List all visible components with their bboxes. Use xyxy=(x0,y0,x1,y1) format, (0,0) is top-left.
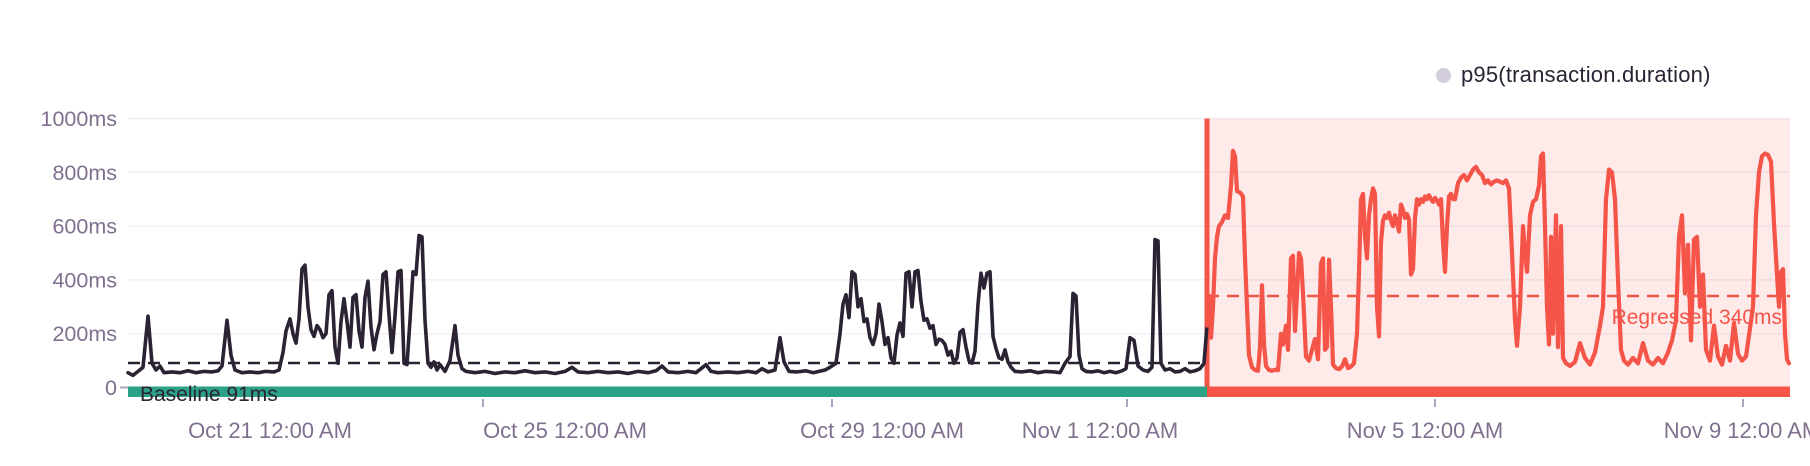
legend-series-label: p95(transaction.duration) xyxy=(1461,62,1711,87)
x-axis-label-0: Oct 21 12:00 AM xyxy=(188,418,352,443)
y-axis-label-1000ms: 1000ms xyxy=(41,107,118,131)
x-axis-label-5: Nov 9 12:00 AM xyxy=(1664,418,1810,443)
y-axis-label-200ms: 200ms xyxy=(52,322,117,346)
x-axis-label-4: Nov 5 12:00 AM xyxy=(1347,418,1504,443)
series-line-before-regression[interactable] xyxy=(126,233,1209,378)
y-axis-label-600ms: 600ms xyxy=(52,215,117,239)
baseline-period-bar xyxy=(128,386,1207,397)
x-axis-label-2: Oct 29 12:00 AM xyxy=(800,418,964,443)
baseline-label: Baseline 91ms xyxy=(140,383,278,406)
series-line-after-regression[interactable] xyxy=(1204,148,1792,373)
x-axis-label-3: Nov 1 12:00 AM xyxy=(1022,418,1179,443)
y-axis-label-400ms: 400ms xyxy=(52,268,117,292)
legend-series-dot-icon xyxy=(1436,67,1451,83)
legend-item-p95[interactable]: p95(transaction.duration) xyxy=(1436,62,1711,88)
x-axis-label-1: Oct 25 12:00 AM xyxy=(483,418,647,443)
regressed-label: Regressed 340ms xyxy=(1612,306,1782,329)
y-axis-label-0: 0 xyxy=(105,376,117,400)
y-axis-label-800ms: 800ms xyxy=(52,161,117,185)
regressed-period-bar xyxy=(1207,386,1790,397)
